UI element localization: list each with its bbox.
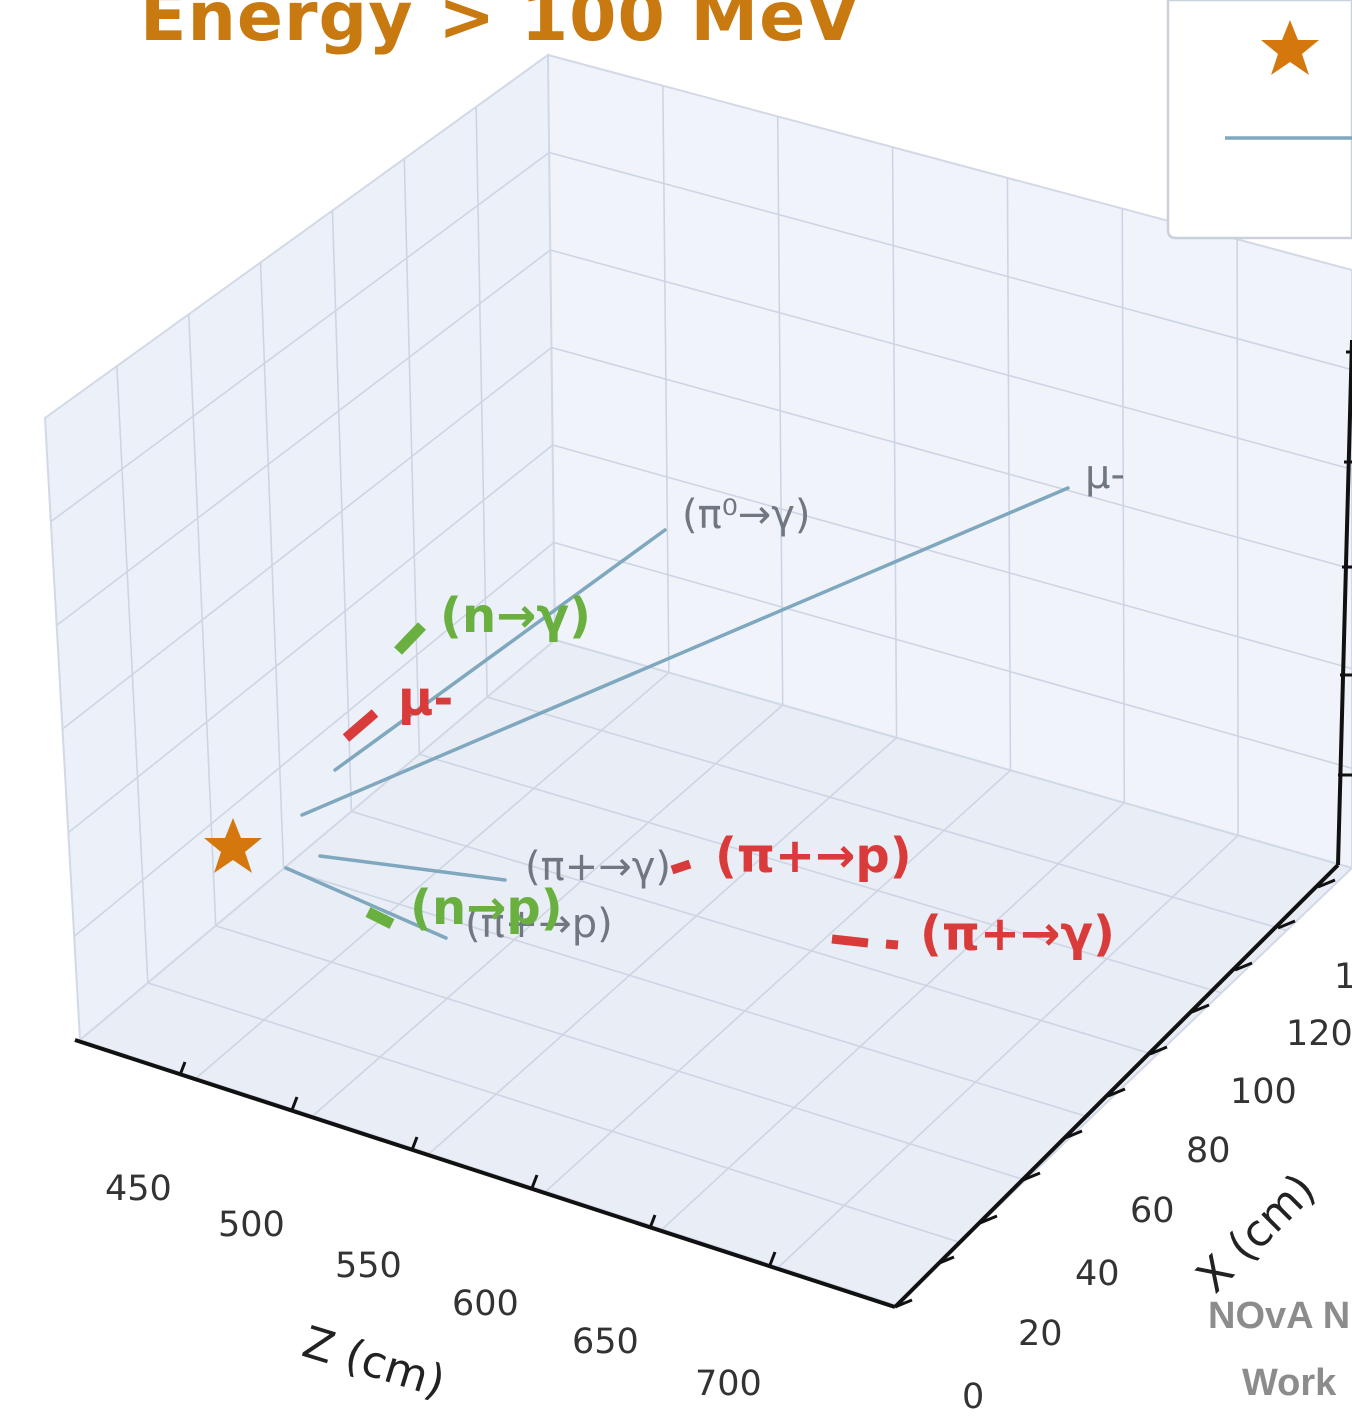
z-tick (530, 1174, 539, 1189)
floor-pane-gridline (428, 737, 898, 1155)
x-tick (1064, 1129, 1083, 1140)
left-pane-gridline (56, 249, 551, 626)
z-axis-label: Z (cm) (297, 1317, 451, 1408)
track-pi-plus-gamma (318, 854, 507, 882)
vertical-axis-line (1336, 339, 1352, 866)
z-axis-line (74, 1038, 896, 1309)
dash-n-p (365, 907, 395, 929)
floor-pane-gridline (778, 834, 1239, 1268)
x-tick (1149, 1045, 1168, 1056)
x-axis-label: X (cm) (1187, 1164, 1326, 1303)
x-tick-label: 100 (1230, 1072, 1297, 1112)
z-tick-label: 600 (452, 1284, 519, 1324)
track-pi0-gamma (333, 528, 667, 772)
track-label-pi-plus-gamma: (π+→γ) (525, 844, 671, 890)
track-label-pi0-gamma: (π⁰→γ) (682, 492, 811, 538)
annotation-pi-gamma: (π+→γ) (920, 906, 1115, 962)
x-tick (1107, 1087, 1126, 1098)
dash-pi-gamma-2 (885, 939, 899, 950)
x-tick (1317, 878, 1336, 889)
floor-pane-gridline (661, 802, 1125, 1230)
annotation-pi-p: (π+→p) (715, 828, 912, 884)
vertex-star-marker (204, 818, 262, 873)
legend-star-marker (1261, 20, 1319, 75)
legend (1166, 0, 1352, 240)
annotation-n-p: (n→p) (410, 880, 563, 936)
watermark-line2: Work (1242, 1362, 1337, 1404)
x-ticks (894, 878, 1336, 1309)
chart-title: Energy > 100 MeV (140, 0, 860, 57)
back-pane-gridline (550, 249, 1352, 471)
left-pane-gridline (62, 346, 552, 730)
x-tick (1277, 919, 1296, 930)
dash-n-gamma (394, 622, 426, 655)
floor-pane-gridline (312, 704, 784, 1117)
z-tick (290, 1096, 299, 1111)
x-tick-label: 20 (1018, 1314, 1063, 1354)
x-tick-label: 80 (1186, 1131, 1231, 1171)
z-tick-label: 500 (218, 1205, 285, 1245)
floor-pane-gridline (195, 671, 670, 1079)
floor-pane-gridline (215, 924, 1026, 1181)
x-tick (894, 1298, 913, 1309)
z-tick (648, 1214, 657, 1229)
annotation-dashes (342, 622, 899, 950)
x-tick-label: 120 (1286, 1014, 1352, 1054)
z-tick-label: 550 (335, 1246, 402, 1286)
z-tick (768, 1251, 777, 1266)
watermark-line1: NOvA N (1208, 1295, 1351, 1337)
x-tick (979, 1214, 998, 1225)
dash-pi-gamma-1 (831, 934, 869, 948)
left-pane-gridline (73, 541, 555, 937)
back-pane-gridline (551, 346, 1352, 570)
annotation-n-gamma: (n→γ) (440, 588, 591, 644)
y-ticks (1338, 350, 1352, 777)
z-ticks (178, 1061, 777, 1266)
x-tick-label: 40 (1075, 1254, 1120, 1294)
floor-pane-gridline (486, 696, 1287, 932)
back-pane-gridline (553, 541, 1352, 770)
x-tick-label: 0 (962, 1377, 984, 1417)
track-label-muon: μ- (1085, 452, 1125, 498)
annotation-mu: μ- (398, 671, 453, 727)
x-tick (1191, 1003, 1210, 1014)
back-pane-gridline (552, 444, 1352, 670)
x-tick (936, 1255, 955, 1266)
floor-pane-gridline (419, 753, 1222, 994)
floor-pane-gridline (147, 982, 961, 1244)
back-pane-gridline (548, 151, 1352, 371)
z-tick-label: 700 (695, 1364, 762, 1404)
track-pi-plus-p (284, 866, 448, 940)
x-tick (1022, 1171, 1041, 1182)
floor-pane-gridline (351, 810, 1157, 1057)
x-tick-label: 60 (1130, 1191, 1175, 1231)
left-pane-gridline (50, 151, 550, 523)
track-muon (300, 486, 1070, 817)
track-label-pi-plus-p: (π+→p) (465, 901, 613, 947)
x-tick (1234, 961, 1253, 972)
grid-lines (50, 85, 1352, 1268)
z-tick (410, 1136, 419, 1151)
z-tick-label: 450 (105, 1169, 172, 1209)
x-tick-label: 1 (1334, 957, 1352, 997)
z-tick (178, 1061, 187, 1076)
x-axis-line (893, 863, 1340, 1309)
dash-mu (342, 709, 379, 742)
tracks (284, 486, 1070, 940)
left-pane-gridline (67, 444, 554, 834)
floor-pane-gridline (545, 769, 1011, 1193)
floor-pane-gridline (283, 867, 1092, 1119)
dash-pi-p (670, 859, 692, 875)
z-tick-label: 650 (572, 1322, 639, 1362)
